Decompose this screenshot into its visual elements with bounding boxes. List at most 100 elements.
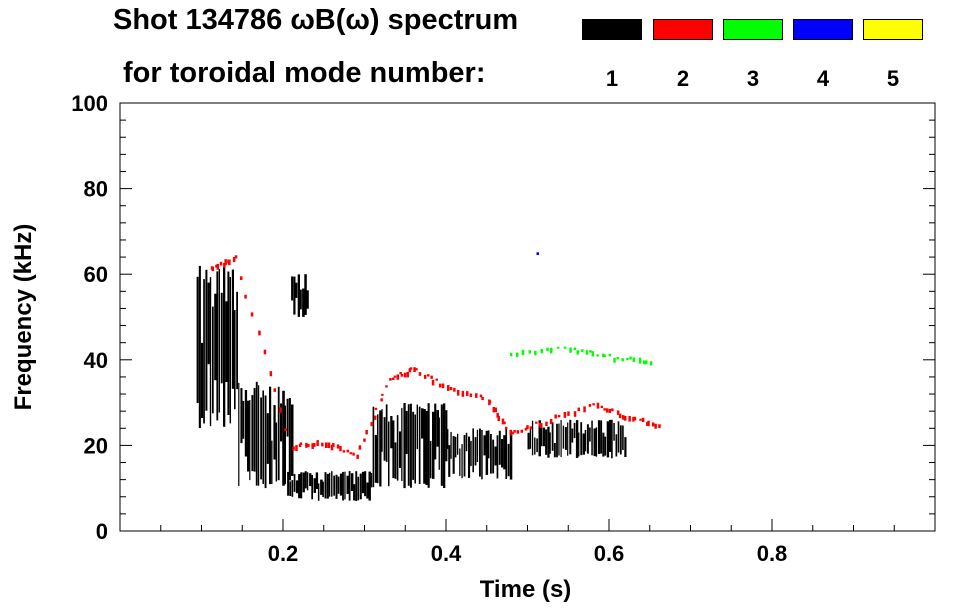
series-n-2-point xyxy=(258,330,261,336)
series-n-2-point xyxy=(605,408,609,413)
series-n-1-stroke xyxy=(617,421,620,453)
series-n-1-region-4 xyxy=(446,428,513,480)
series-n-2-point xyxy=(529,426,532,430)
series-n-1-stroke xyxy=(569,419,572,455)
series-n-2-point xyxy=(423,374,427,379)
series-n-2-point xyxy=(399,372,402,375)
series-n-1-stroke xyxy=(293,474,296,492)
series-n-1-stroke xyxy=(459,448,461,476)
series-n-3-point xyxy=(629,356,632,360)
series-n-1-stroke xyxy=(410,403,412,488)
series-n-2-point xyxy=(431,379,435,386)
series-n-1-stroke xyxy=(313,478,316,493)
series-n-2-point xyxy=(492,407,495,413)
series-n-1-stroke xyxy=(359,473,362,500)
series-n-1-stroke xyxy=(309,473,312,487)
series-n-1-stroke xyxy=(540,423,543,447)
legend-swatch-mode-3 xyxy=(723,19,783,40)
series-n-2-point xyxy=(279,407,282,413)
series-n-1-stroke xyxy=(412,411,415,480)
series-n-2-point xyxy=(618,413,622,419)
series-n-3-point xyxy=(546,347,549,351)
series-n-2-point xyxy=(363,438,366,442)
series-n-1-stroke xyxy=(260,397,262,480)
series-n-1-stroke xyxy=(560,420,562,457)
series-n-1-stroke xyxy=(361,471,365,494)
series-n-2-point xyxy=(349,452,352,455)
series-n-1-stroke xyxy=(198,265,201,429)
series-n-1-stroke xyxy=(377,414,379,484)
series-n-2-point xyxy=(215,264,218,268)
series-n-3-point xyxy=(602,353,605,358)
series-n-1-stroke xyxy=(282,390,285,486)
series-n-2-point xyxy=(624,416,627,421)
series-n-2-point xyxy=(469,393,473,397)
series-n-1-stroke xyxy=(304,274,307,315)
series-n-1-stroke xyxy=(407,404,410,486)
series-n-2-point xyxy=(403,372,407,378)
series-n-1-stroke xyxy=(353,484,356,501)
series-n-3-point xyxy=(613,357,616,363)
series-n-3-point xyxy=(556,346,560,349)
series-n-2-point xyxy=(352,452,355,456)
series-n-1-stroke xyxy=(337,476,340,494)
series-n-2-point xyxy=(385,385,388,388)
y-tick-label: 40 xyxy=(84,348,108,373)
series-n-1-stroke xyxy=(403,403,406,489)
series-n-3-point xyxy=(563,346,567,349)
series-n-2-point xyxy=(622,415,625,420)
series-n-1-stroke xyxy=(452,436,455,474)
series-n-1-stroke xyxy=(242,401,245,439)
series-n-2-point xyxy=(524,427,528,431)
series-n-1-stroke xyxy=(277,386,280,481)
series-n-1-stroke xyxy=(492,439,495,474)
series-n-1-stroke xyxy=(481,430,483,480)
series-n-1-stroke xyxy=(562,425,565,449)
series-n-3-point xyxy=(591,351,594,357)
series-n-1-stroke xyxy=(247,400,250,472)
series-n-1-stroke xyxy=(624,437,627,457)
series-n-1-stroke xyxy=(547,426,550,458)
series-n-1-stroke xyxy=(463,435,466,477)
series-n-2-point xyxy=(284,428,287,432)
series-n-2-point xyxy=(573,411,577,417)
series-n-1-stroke xyxy=(536,438,538,453)
x-tick-label: 0.6 xyxy=(594,541,625,566)
series-n-1-stroke xyxy=(505,428,508,479)
plot-frame xyxy=(119,102,936,532)
series-n-1-stroke xyxy=(227,271,230,415)
series-n-1-stroke xyxy=(280,403,283,442)
series-n-3-point xyxy=(626,358,629,361)
series-n-2-point xyxy=(427,374,430,377)
series-n-1-stroke xyxy=(394,442,397,479)
x-axis-label: Time (s) xyxy=(480,576,572,603)
series-n-1-stroke xyxy=(266,413,269,464)
series-n-1-stroke xyxy=(383,417,386,461)
series-n-1-stroke xyxy=(364,471,367,497)
series-n-1-stroke xyxy=(388,421,390,487)
series-n-1-stroke xyxy=(258,385,260,486)
series-n-1-stroke xyxy=(302,472,305,493)
series-n-2-point xyxy=(600,405,604,408)
series-n-2-point xyxy=(370,421,373,427)
series-n-2-point xyxy=(651,422,655,427)
series-n-1-stroke xyxy=(496,435,499,479)
series-n-2-point xyxy=(381,393,384,396)
series-n-1-stroke xyxy=(315,472,319,489)
series-n-1-stroke xyxy=(335,474,338,499)
series-n-1-stroke xyxy=(201,342,204,419)
chart-title: Shot 134786 ωB(ω) spectrum xyxy=(113,4,519,36)
legend-swatch-mode-1 xyxy=(582,19,642,40)
series-n-2-point xyxy=(632,416,635,422)
series-n-3-point xyxy=(581,349,584,352)
y-tick-label: 100 xyxy=(71,91,108,116)
series-n-2-point xyxy=(330,444,334,451)
series-n-1-stroke xyxy=(558,423,560,456)
series-n-1-stroke xyxy=(374,434,378,483)
series-n-1-stroke xyxy=(571,428,574,443)
series-n-1-stroke xyxy=(450,432,452,459)
series-n-2-point xyxy=(535,421,538,424)
series-n-1-stroke xyxy=(622,425,624,450)
series-n-1-stroke xyxy=(328,472,331,497)
series-n-1-stroke xyxy=(306,290,309,309)
